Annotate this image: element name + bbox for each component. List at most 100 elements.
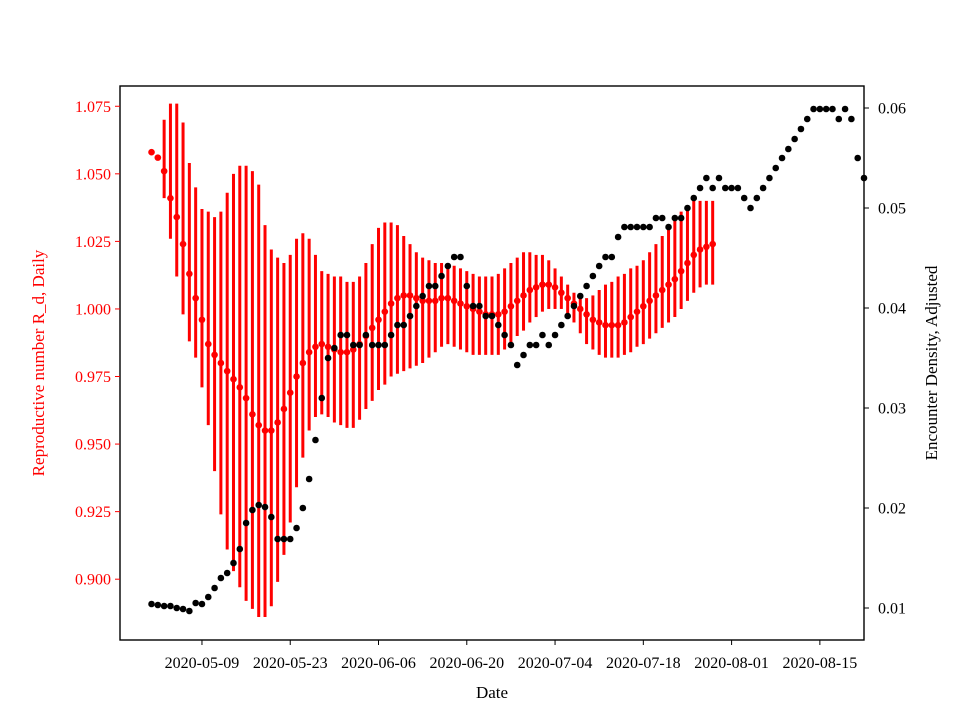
- encounter-density-point: [268, 513, 275, 521]
- r-d-point: [671, 275, 679, 283]
- encounter-density-point: [734, 184, 742, 192]
- r-d-point: [425, 297, 433, 305]
- r-d-point: [211, 351, 218, 359]
- encounter-density-point: [148, 600, 155, 608]
- r-d-point: [305, 348, 313, 356]
- encounter-density-points: [148, 105, 868, 615]
- encounter-density-point: [312, 436, 319, 444]
- encounter-density-point: [217, 574, 225, 582]
- encounter-density-point: [482, 312, 489, 320]
- encounter-density-point: [507, 341, 515, 349]
- encounter-density-point: [816, 105, 824, 113]
- encounter-density-point: [740, 194, 748, 202]
- encounter-density-point: [545, 341, 553, 349]
- encounter-density-point: [803, 115, 811, 123]
- r-d-point: [646, 297, 653, 305]
- x-tick-label: 2020-05-23: [253, 655, 328, 672]
- encounter-density-point: [431, 282, 439, 290]
- encounter-density-point: [690, 194, 698, 202]
- encounter-density-point: [495, 321, 502, 329]
- r-d-point: [608, 321, 616, 329]
- encounter-density-point: [684, 204, 691, 212]
- encounter-density-point: [848, 115, 855, 123]
- encounter-density-point: [665, 223, 672, 231]
- encounter-density-point: [822, 105, 830, 113]
- encounter-density-point: [362, 331, 370, 339]
- encounter-density-point: [576, 292, 584, 300]
- x-tick-label: 2020-08-15: [783, 655, 858, 672]
- r-d-point: [431, 297, 439, 305]
- r-d-point: [583, 311, 590, 318]
- r-d-point: [274, 419, 281, 426]
- encounter-density-point: [602, 253, 609, 261]
- encounter-density-point: [589, 272, 597, 280]
- r-d-point: [261, 427, 269, 434]
- r-d-point: [324, 343, 332, 351]
- r-d-point: [551, 284, 559, 291]
- left-y-tick-label: 0.925: [75, 504, 111, 521]
- encounter-density-point: [293, 524, 300, 532]
- r-d-point: [677, 267, 685, 275]
- r-d-point: [633, 308, 641, 315]
- r-d-point: [450, 297, 458, 305]
- left-y-tick-label: 1.075: [75, 99, 111, 116]
- encounter-density-point: [406, 312, 414, 320]
- encounter-density-point: [469, 302, 477, 310]
- x-axis-title: Date: [476, 683, 508, 702]
- left-y-tick-label: 1.025: [75, 234, 111, 251]
- encounter-density-point: [633, 223, 641, 231]
- encounter-density-point: [854, 154, 861, 162]
- r-d-point: [526, 286, 534, 294]
- encounter-density-point: [167, 602, 174, 610]
- r-d-point: [299, 359, 307, 367]
- encounter-density-point: [236, 545, 244, 553]
- r-d-point: [337, 348, 344, 356]
- encounter-density-point: [721, 184, 729, 192]
- encounter-density-point: [249, 506, 256, 514]
- encounter-density-point: [425, 282, 433, 290]
- encounter-density-point: [513, 361, 521, 369]
- r-d-point: [476, 308, 483, 315]
- left-y-tick-label: 0.900: [75, 572, 111, 589]
- left-y-axis-title: Reproductive number R_d, Daily: [29, 249, 48, 476]
- encounter-density-point: [463, 282, 471, 290]
- r-d-point: [520, 292, 527, 299]
- r-d-point: [602, 321, 609, 329]
- encounter-density-point: [223, 569, 231, 577]
- r-d-point: [501, 308, 508, 315]
- r-d-point: [564, 294, 571, 302]
- encounter-density-point: [564, 312, 571, 320]
- encounter-density-point: [387, 331, 395, 339]
- encounter-density-point: [368, 341, 376, 349]
- right-y-axis-title: Encounter Density, Adjusted: [922, 265, 941, 460]
- encounter-density-point: [608, 253, 616, 261]
- r-d-point: [696, 246, 704, 253]
- r-d-point: [640, 302, 647, 310]
- r-d-point: [148, 148, 155, 156]
- r-d-point: [545, 281, 553, 288]
- encounter-density-point: [728, 184, 735, 192]
- r-d-point: [343, 348, 351, 356]
- r-d-point: [709, 240, 716, 248]
- r-d-point: [684, 259, 691, 267]
- encounter-density-point: [520, 351, 527, 359]
- right-y-tick-label: 0.02: [878, 501, 906, 518]
- encounter-density-point: [677, 214, 685, 222]
- encounter-density-point: [274, 535, 281, 543]
- encounter-density-point: [179, 605, 187, 613]
- r-d-point: [186, 270, 193, 278]
- encounter-density-point: [444, 262, 452, 270]
- x-tick-label: 2020-07-18: [606, 655, 681, 672]
- encounter-density-point: [551, 331, 559, 339]
- encounter-density-point: [261, 503, 269, 511]
- encounter-density-point: [646, 223, 653, 231]
- r-d-point: [198, 316, 206, 324]
- encounter-density-point: [413, 302, 420, 310]
- r-d-point: [192, 294, 199, 302]
- encounter-density-point: [621, 223, 628, 231]
- encounter-density-point: [381, 341, 389, 349]
- encounter-density-point: [255, 501, 263, 509]
- encounter-density-point: [841, 105, 849, 113]
- encounter-density-point: [450, 253, 458, 261]
